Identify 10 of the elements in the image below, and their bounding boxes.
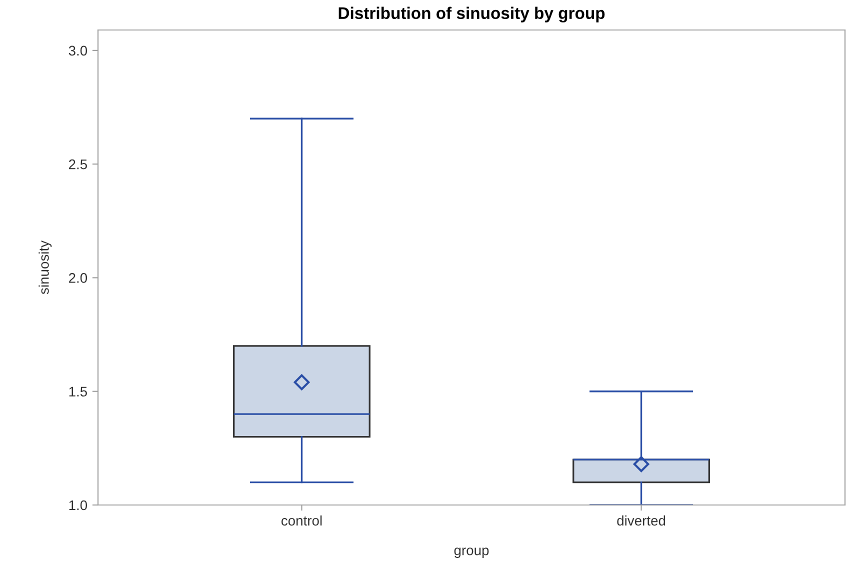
y-tick-label: 2.5 [68,159,88,170]
y-tick-label: 2.0 [68,273,88,283]
y-tick-label: 1.0 [69,500,88,510]
x-axis-title: group [454,548,489,558]
x-tick-label: control [281,515,322,526]
y-tick-label: 1.5 [69,386,88,397]
x-tick-label: diverted [617,515,666,526]
chart-title: Distribution of sinuosity by group [338,6,605,22]
y-tick-label: 3.0 [68,46,88,56]
y-axis-title: sinuosity [38,240,52,294]
